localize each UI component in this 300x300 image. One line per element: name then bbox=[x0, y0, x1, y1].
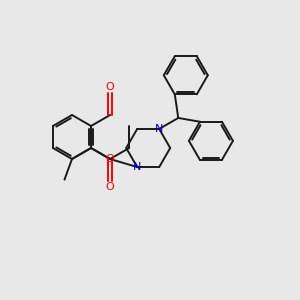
Text: N: N bbox=[155, 124, 164, 134]
Text: N: N bbox=[133, 162, 141, 172]
Text: O: O bbox=[106, 154, 115, 164]
Text: O: O bbox=[106, 182, 115, 191]
Text: O: O bbox=[106, 82, 115, 92]
